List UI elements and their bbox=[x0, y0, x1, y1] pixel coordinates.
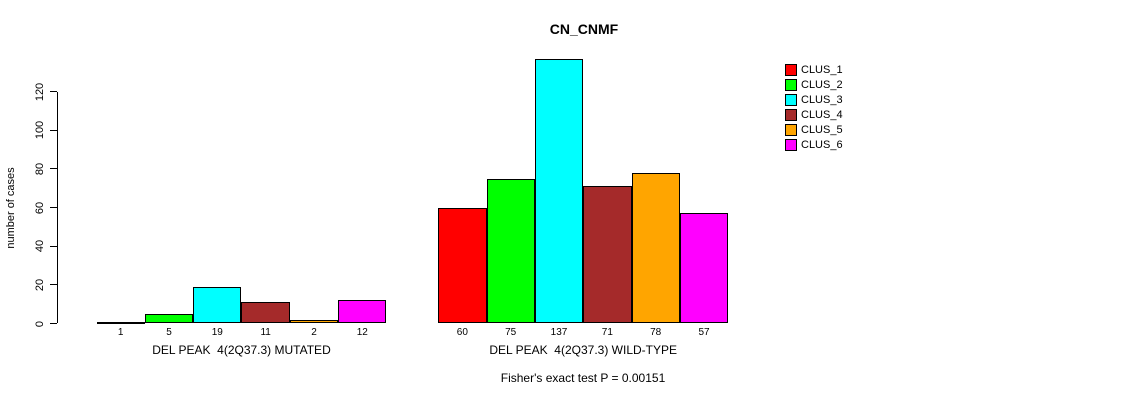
bar-clus_3-group1 bbox=[193, 286, 242, 324]
legend-item-clus_1: CLUS_1 bbox=[785, 63, 843, 78]
legend-color-swatch bbox=[785, 79, 797, 91]
legend-color-swatch bbox=[785, 64, 797, 76]
legend-label: CLUS_1 bbox=[801, 64, 843, 76]
group-label: DEL PEAK 4(2Q37.3) MUTATED bbox=[152, 342, 331, 357]
bar-value-label: 19 bbox=[211, 327, 223, 338]
y-tick-label: 100 bbox=[34, 121, 46, 140]
fisher-test-annotation: Fisher's exact test P = 0.00151 bbox=[500, 371, 666, 385]
group-label: DEL PEAK 4(2Q37.3) WILD-TYPE bbox=[489, 342, 677, 357]
bar-value-label: 78 bbox=[650, 327, 662, 338]
y-tick bbox=[50, 207, 57, 209]
y-tick bbox=[50, 245, 57, 247]
legend-item-clus_6: CLUS_6 bbox=[785, 138, 843, 153]
legend-label: CLUS_3 bbox=[801, 94, 843, 106]
bar-clus_6-group1 bbox=[338, 300, 387, 324]
bar-value-label: 11 bbox=[260, 327, 271, 338]
bar-value-label: 60 bbox=[456, 327, 468, 338]
legend-color-swatch bbox=[785, 109, 797, 121]
legend-item-clus_2: CLUS_2 bbox=[785, 78, 843, 93]
legend-color-swatch bbox=[785, 124, 797, 136]
bar-clus_2-group2 bbox=[486, 178, 535, 324]
bar-clus_5-group2 bbox=[631, 172, 680, 324]
y-tick-label: 20 bbox=[34, 278, 46, 291]
bar-clus_5-group1 bbox=[289, 319, 339, 324]
legend-label: CLUS_6 bbox=[801, 139, 843, 151]
bar-value-label: 5 bbox=[166, 327, 172, 338]
y-tick bbox=[50, 284, 57, 286]
bar-value-label: 12 bbox=[356, 327, 368, 338]
bar-value-label: 2 bbox=[311, 327, 317, 338]
y-tick-label: 40 bbox=[34, 240, 46, 253]
y-axis-title: number of cases bbox=[5, 167, 17, 249]
bar-value-label: 1 bbox=[117, 327, 124, 338]
bar-value-label: 71 bbox=[601, 327, 613, 338]
chart-title: CN_CNMF bbox=[549, 21, 619, 37]
y-tick bbox=[50, 91, 57, 93]
legend-item-clus_4: CLUS_4 bbox=[785, 108, 843, 123]
bar-clus_6-group2 bbox=[679, 213, 729, 324]
y-tick-label: 120 bbox=[34, 82, 46, 101]
legend-label: CLUS_4 bbox=[801, 109, 843, 121]
bar-value-label: 57 bbox=[698, 327, 710, 338]
legend-label: CLUS_5 bbox=[801, 124, 843, 136]
y-tick-label: 0 bbox=[34, 320, 46, 327]
y-tick bbox=[50, 168, 57, 170]
bar-clus_1-group1 bbox=[96, 321, 145, 324]
bar-clus_4-group2 bbox=[583, 186, 632, 324]
legend-item-clus_5: CLUS_5 bbox=[785, 123, 843, 138]
legend-item-clus_3: CLUS_3 bbox=[785, 93, 843, 108]
legend-color-swatch bbox=[785, 94, 797, 106]
y-axis-line bbox=[57, 91, 58, 324]
bar-value-label: 137 bbox=[550, 327, 568, 338]
bar-value-label: 75 bbox=[505, 327, 517, 338]
bar-clus_4-group1 bbox=[241, 302, 290, 324]
bar-clus_3-group2 bbox=[534, 58, 584, 324]
bar-clus_1-group2 bbox=[438, 207, 487, 324]
legend-label: CLUS_2 bbox=[801, 79, 843, 91]
legend-color-swatch bbox=[785, 139, 797, 151]
y-tick bbox=[50, 129, 57, 131]
y-tick-label: 60 bbox=[34, 201, 46, 214]
y-tick-label: 80 bbox=[34, 162, 46, 176]
y-tick bbox=[50, 323, 57, 324]
bar-clus_2-group1 bbox=[144, 313, 194, 324]
